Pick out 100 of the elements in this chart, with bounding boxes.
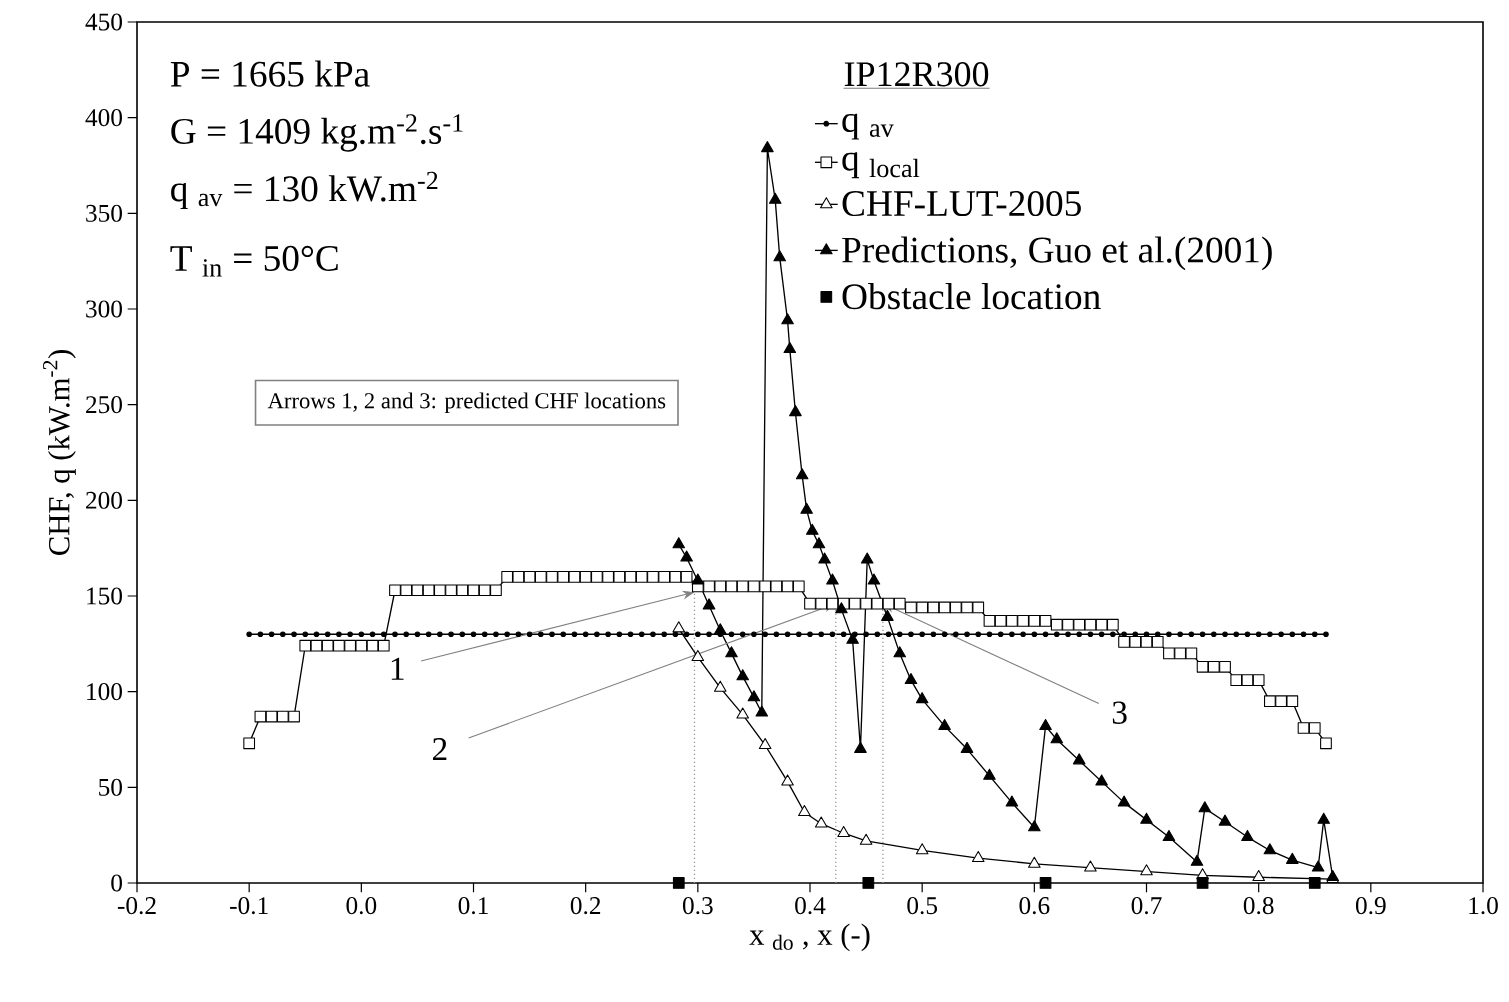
y-tick-label: 0 (111, 874, 122, 892)
point (755, 705, 769, 717)
y-tick-label: 150 (87, 587, 122, 605)
legend-label: Predictions, Guo et al.(2001) (842, 236, 1272, 271)
point (860, 552, 874, 564)
x-tick-label: 0.9 (1355, 897, 1386, 915)
x-tick-label: 1.0 (1469, 897, 1498, 915)
text: IP12R300 (844, 62, 989, 87)
point (1028, 820, 1041, 832)
point (881, 609, 894, 621)
point (1198, 801, 1212, 813)
point (971, 850, 985, 862)
annotation: 2 (432, 738, 447, 761)
point (1039, 718, 1052, 730)
point (672, 537, 686, 549)
point (1005, 795, 1019, 807)
x-tick-label: -0.1 (230, 897, 268, 915)
point (789, 405, 802, 417)
legend-label: CHF-LUT-2005 (842, 190, 1081, 217)
x-tick-label: 0.6 (1019, 897, 1050, 915)
point (867, 573, 881, 585)
point (1072, 753, 1086, 765)
point (837, 826, 850, 838)
point (805, 523, 819, 535)
x-tick-label: 0.0 (346, 897, 377, 915)
y-tick-label: 450 (85, 13, 122, 31)
point (854, 741, 867, 753)
y-tick-label: 250 (86, 396, 122, 414)
point (691, 573, 705, 585)
point (795, 468, 809, 480)
point (983, 768, 996, 780)
point (773, 250, 787, 262)
point (672, 877, 685, 889)
point (938, 718, 951, 730)
x-tick-label: 0.7 (1131, 897, 1162, 915)
x-tick-label: -0.2 (117, 897, 156, 915)
point (814, 816, 828, 828)
point (1252, 870, 1265, 882)
point (747, 690, 761, 702)
point (1117, 795, 1131, 807)
point (781, 313, 794, 325)
y-tick-label: 50 (99, 778, 122, 796)
point (960, 741, 974, 753)
point (1190, 854, 1204, 866)
point (846, 632, 859, 644)
point (1039, 877, 1052, 889)
point (1218, 814, 1232, 826)
point (1311, 860, 1325, 872)
point (783, 341, 797, 354)
point (691, 650, 705, 662)
y-tick-label: 300 (86, 300, 122, 318)
point (862, 877, 875, 889)
x-tick-label: 0.4 (795, 897, 826, 915)
x-tick-label: 0.1 (458, 897, 488, 915)
point (1286, 852, 1299, 864)
point (761, 141, 774, 153)
point (1095, 774, 1108, 786)
point (768, 192, 782, 204)
point (672, 621, 686, 633)
legend-label: q $_{av}$ (842, 113, 894, 140)
point (713, 623, 727, 635)
x-tick-label: 0.3 (682, 897, 713, 915)
point (859, 833, 873, 845)
point (1263, 843, 1277, 855)
point (1028, 856, 1041, 868)
point (680, 550, 693, 562)
point (736, 669, 750, 681)
legend-label: Obstacle location (842, 283, 1101, 310)
point (835, 602, 848, 614)
point (1140, 864, 1153, 876)
y-axis-title: CHF, q (kW.m$^{-2}$) (43, 350, 76, 555)
x-tick-label: 0.2 (570, 897, 601, 915)
point (1162, 829, 1176, 841)
point (893, 646, 907, 658)
annotation: Arrows 1, 2 and 3: predicted CHF locations (267, 392, 666, 414)
point (713, 680, 727, 692)
point (1084, 860, 1097, 872)
point (1140, 812, 1153, 824)
point (800, 502, 813, 514)
annotation: q $_{av}$ = 130 kW.m$^{-2}$ (171, 171, 438, 210)
annotation: 1 (391, 657, 404, 680)
annotation: G = 1409 kg.m$^{-2}$.s$^{-1}$ (171, 114, 463, 152)
point (904, 672, 918, 685)
y-tick-label: 100 (87, 683, 122, 701)
annotation: 3 (1112, 701, 1127, 724)
point (812, 537, 826, 549)
point (826, 573, 839, 585)
annotation: P = 1665 kPa (170, 60, 370, 87)
point (1196, 877, 1209, 889)
point (915, 843, 929, 855)
point (818, 552, 831, 564)
y-tick-label: 400 (85, 109, 122, 127)
point (702, 598, 716, 610)
y-tick-label: 200 (86, 491, 122, 509)
point (1317, 812, 1331, 824)
x-axis-title: x $_{do}$ , x (-) (749, 923, 870, 952)
point (736, 707, 750, 719)
point (798, 804, 811, 817)
point (1241, 829, 1254, 841)
point (915, 692, 929, 704)
